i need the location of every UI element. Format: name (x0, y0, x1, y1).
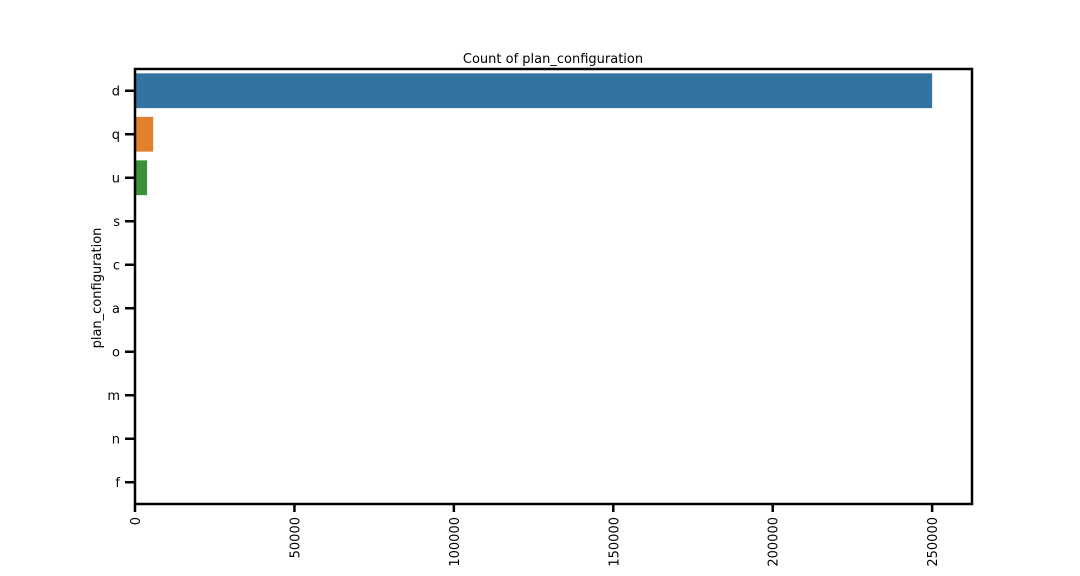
y-tick-label: q (112, 128, 120, 143)
x-axis-ticks: 0 50000 100000 150000 200000 250000 (129, 504, 941, 567)
y-tick-label: m (107, 389, 120, 404)
x-tick-label: 150000 (607, 517, 622, 567)
bar-u (135, 160, 148, 196)
y-tick-label: c (113, 258, 120, 273)
y-tick-label: n (112, 432, 120, 447)
x-tick-label: 250000 (926, 517, 941, 567)
x-tick-label: 100000 (448, 517, 463, 567)
y-axis-label: plan_configuration (90, 228, 105, 349)
y-tick-label: d (112, 84, 120, 99)
x-tick-label: 0 (129, 517, 144, 525)
y-tick-label: f (115, 476, 120, 491)
y-tick-label: s (113, 215, 120, 230)
bar-d (135, 73, 933, 109)
chart-title: Count of plan_configuration (463, 52, 643, 67)
bars-group (135, 73, 933, 500)
y-tick-label: u (112, 171, 120, 186)
plot-frame (133, 67, 974, 506)
y-tick-label: a (112, 302, 120, 317)
x-tick-label: 200000 (767, 517, 782, 567)
y-tick-label: o (112, 345, 120, 360)
y-axis-ticks: d q u s c a o m n f (107, 84, 135, 491)
bar-q (135, 116, 154, 152)
x-tick-label: 50000 (288, 517, 303, 558)
